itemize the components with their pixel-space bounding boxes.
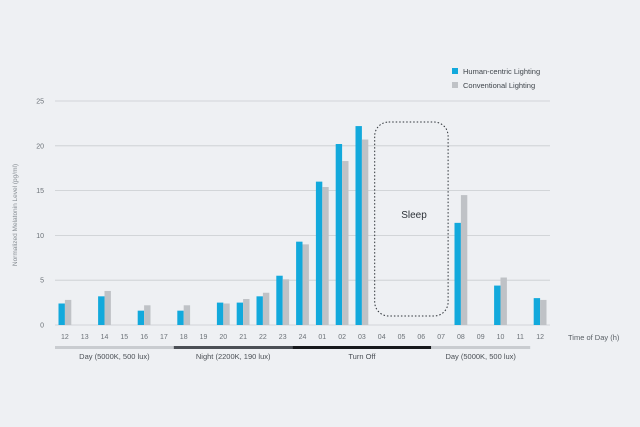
bar-conventional: [500, 277, 507, 325]
bar-human: [98, 296, 105, 325]
x-tick-label: 23: [279, 334, 287, 341]
x-tick-label: 13: [81, 334, 89, 341]
bar-conventional: [144, 305, 151, 325]
x-tick-labels: 12 13 14 15 16 17 18 19 20 21 22 23 24 01 02 03 04 05 06 07…: [61, 334, 544, 341]
x-tick-label: 21: [239, 334, 247, 341]
bar-conventional: [302, 244, 309, 325]
period-label: Turn Off: [348, 352, 376, 361]
bar-human: [454, 222, 461, 325]
period-label: Night (2200K, 190 lux): [195, 352, 271, 361]
x-tick-label: 04: [378, 334, 386, 341]
bar-human: [58, 303, 65, 325]
x-tick-label: 01: [318, 334, 326, 341]
legend-label-conventional: Conventional Lighting: [463, 80, 536, 90]
x-axis-label: Time of Day (h): [568, 333, 620, 342]
bar-conventional: [540, 299, 547, 325]
bar-conventional: [262, 292, 270, 325]
bar-human: [494, 285, 501, 325]
bar-human: [236, 302, 244, 325]
x-tick-label: 08: [457, 334, 465, 341]
sleep-region: [374, 121, 449, 317]
y-tick-label: 10: [36, 233, 44, 240]
x-tick-label: 12: [536, 334, 544, 341]
bar-conventional: [322, 187, 329, 325]
x-tick-label: 24: [299, 334, 307, 341]
y-axis-label: Normalized Melatonin Level (pg/ml): [12, 163, 19, 267]
x-tick-label: 18: [180, 334, 188, 341]
x-tick-label: 05: [398, 334, 406, 341]
x-tick-label: 15: [120, 334, 128, 341]
y-tick-label: 5: [40, 278, 44, 285]
bar-conventional: [342, 161, 349, 325]
x-tick-label: 11: [517, 334, 524, 341]
bar-conventional: [361, 139, 369, 325]
y-tick-label: 15: [36, 188, 44, 195]
bar-human: [296, 241, 303, 325]
x-tick-label: 22: [259, 334, 267, 341]
period-bar: [55, 346, 174, 349]
legend-item-conventional: Conventional Lighting: [452, 78, 540, 92]
bar-conventional: [282, 279, 290, 325]
x-tick-label: 19: [200, 334, 208, 341]
x-tick-label: 14: [101, 334, 109, 341]
x-tick-label: 12: [61, 334, 69, 341]
bar-conventional: [104, 290, 111, 325]
bar-human: [177, 310, 184, 325]
legend-item-human: Human-centric Lighting: [452, 64, 540, 78]
bar-conventional: [223, 303, 230, 325]
x-tick-label: 20: [219, 334, 227, 341]
x-tick-label: 09: [477, 334, 485, 341]
bar-human: [315, 181, 323, 325]
x-tick-label: 03: [358, 334, 366, 341]
period-label: Day (5000K, 500 lux): [79, 352, 150, 361]
period-bar: [173, 346, 293, 349]
x-tick-label: 17: [160, 334, 168, 341]
x-tick-label: 02: [338, 334, 346, 341]
bar-human: [137, 310, 145, 325]
bar-conventional: [460, 195, 468, 325]
bar-human: [216, 302, 224, 325]
y-tick-label: 20: [36, 143, 44, 150]
legend-label-human: Human-centric Lighting: [463, 66, 541, 76]
bar-human: [256, 296, 263, 325]
bar-human: [276, 275, 283, 325]
bars: [58, 126, 547, 325]
bar-conventional: [243, 299, 250, 325]
gridlines: [55, 100, 550, 326]
bar-conventional: [183, 305, 191, 325]
x-tick-label: 07: [437, 334, 445, 341]
x-tick-label: 16: [140, 334, 148, 341]
x-tick-label: 06: [417, 334, 425, 341]
bar-human: [335, 144, 343, 325]
bar-human: [533, 298, 541, 325]
legend: Human-centric Lighting Conventional Ligh…: [452, 64, 540, 92]
sleep-label: Sleep: [401, 210, 427, 221]
x-tick-label: 10: [497, 334, 505, 341]
legend-swatch-human: [452, 68, 458, 74]
period-bars: [55, 346, 531, 349]
bar-human: [355, 126, 362, 325]
period-bar: [292, 346, 432, 349]
period-bar: [431, 346, 531, 349]
period-label: Day (5000K, 500 lux): [445, 352, 516, 361]
y-tick-labels: 0 5 10 15 20 25: [36, 99, 44, 330]
legend-swatch-conventional: [452, 82, 458, 88]
y-tick-label: 0: [40, 323, 44, 330]
y-tick-label: 25: [36, 99, 44, 106]
bar-conventional: [64, 299, 72, 325]
